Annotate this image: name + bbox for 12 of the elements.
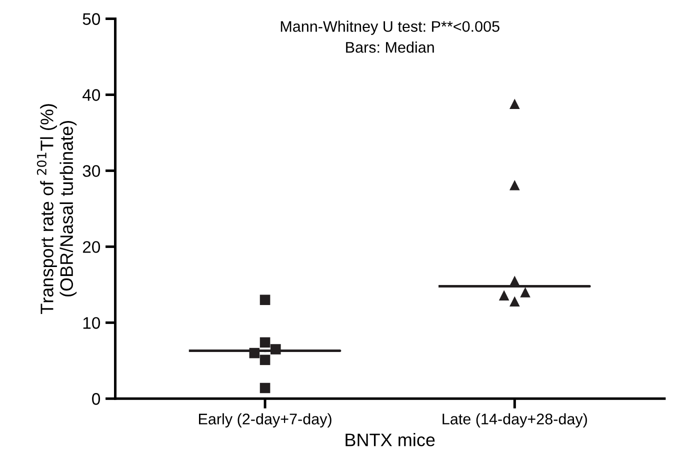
- y-axis-title: Transport rate of $^{201}$Tl (%) (OBR/Nasal turbinate): [36, 104, 77, 314]
- x-axis-title: BNTX mice: [346, 433, 435, 446]
- y-tick-label: 40: [82, 89, 100, 101]
- y-tick-label: 30: [82, 165, 100, 177]
- x-tick-label: Late (14-day+28-day): [442, 413, 587, 428]
- y-tick-label: 0: [92, 393, 100, 405]
- y-tick-label: 20: [82, 241, 100, 253]
- y-tick-label: 10: [83, 317, 100, 329]
- x-tick-label: Early (2-day+7-day): [199, 413, 332, 428]
- y-tick-label: 50: [82, 13, 100, 25]
- annotation: Mann-Whitney U test: P**<0.005: [280, 20, 500, 35]
- annotation: Bars: Median: [346, 42, 434, 53]
